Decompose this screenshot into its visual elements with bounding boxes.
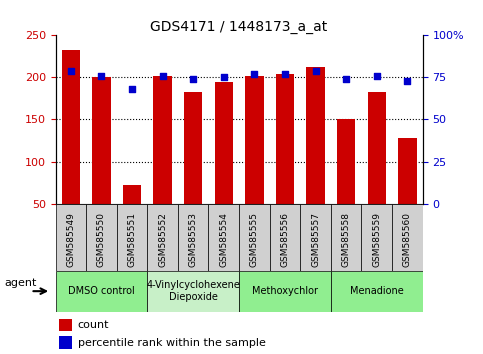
Text: GSM585558: GSM585558 — [341, 212, 351, 268]
Bar — [337, 119, 355, 246]
Text: agent: agent — [4, 278, 37, 288]
Text: GSM585550: GSM585550 — [97, 212, 106, 268]
Point — [67, 68, 75, 74]
Point — [98, 73, 105, 79]
Bar — [398, 138, 416, 246]
Text: Methoxychlor: Methoxychlor — [252, 286, 318, 296]
Text: Menadione: Menadione — [350, 286, 404, 296]
Text: GSM585551: GSM585551 — [128, 212, 137, 268]
Bar — [331, 271, 423, 312]
Point — [251, 71, 258, 77]
Bar — [214, 82, 233, 246]
Point — [342, 76, 350, 82]
Bar — [368, 92, 386, 246]
Bar — [56, 271, 147, 312]
Bar — [59, 336, 72, 349]
Bar — [239, 271, 331, 312]
Text: GSM585556: GSM585556 — [281, 212, 289, 268]
Text: GSM585553: GSM585553 — [189, 212, 198, 268]
Point — [220, 75, 227, 80]
Point — [312, 68, 319, 74]
Text: 4-Vinylcyclohexene
Diepoxide: 4-Vinylcyclohexene Diepoxide — [146, 280, 240, 302]
Point — [189, 76, 197, 82]
Text: GSM585559: GSM585559 — [372, 212, 381, 268]
Bar — [276, 74, 294, 246]
Text: DMSO control: DMSO control — [68, 286, 135, 296]
Point — [403, 78, 411, 84]
Text: GSM585555: GSM585555 — [250, 212, 259, 268]
Point — [159, 73, 167, 79]
Bar — [86, 204, 117, 271]
Bar — [62, 50, 80, 246]
Bar — [245, 76, 264, 246]
Bar — [184, 92, 202, 246]
Point — [373, 73, 381, 79]
Bar — [331, 204, 361, 271]
Bar — [392, 204, 423, 271]
Bar — [56, 204, 86, 271]
Bar — [123, 185, 141, 246]
Bar — [147, 271, 239, 312]
Bar — [178, 204, 209, 271]
Text: GSM585554: GSM585554 — [219, 212, 228, 268]
Bar — [209, 204, 239, 271]
Bar — [117, 204, 147, 271]
Bar — [361, 204, 392, 271]
Text: count: count — [78, 320, 109, 330]
Text: percentile rank within the sample: percentile rank within the sample — [78, 338, 266, 348]
Bar — [300, 204, 331, 271]
Point — [128, 86, 136, 92]
Text: GSM585560: GSM585560 — [403, 212, 412, 268]
Text: GSM585557: GSM585557 — [311, 212, 320, 268]
Bar — [270, 204, 300, 271]
Bar — [154, 76, 172, 246]
Bar — [239, 204, 270, 271]
Title: GDS4171 / 1448173_a_at: GDS4171 / 1448173_a_at — [151, 21, 327, 34]
Text: GSM585549: GSM585549 — [66, 212, 75, 268]
Text: GSM585552: GSM585552 — [158, 212, 167, 268]
Bar — [59, 319, 72, 331]
Bar — [92, 78, 111, 246]
Bar — [147, 204, 178, 271]
Point — [281, 71, 289, 77]
Bar — [306, 67, 325, 246]
